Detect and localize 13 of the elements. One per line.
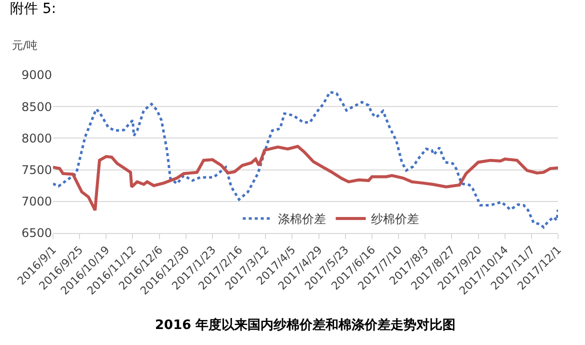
legend-label: 纱棉价差 [370, 212, 419, 226]
y-tick-label: 8500 [21, 100, 52, 114]
legend-label: 涤棉价差 [278, 212, 326, 226]
line-series [53, 90, 558, 229]
y-axis-title: 元/吨 [12, 39, 38, 52]
y-tick-label: 6500 [21, 226, 52, 240]
y-tick-label: 7000 [21, 194, 52, 209]
y-tick-label: 9000 [21, 68, 52, 82]
y-tick-label: 7500 [21, 163, 52, 177]
text: 2016 年度以来国内纱棉价差和棉涤价差走势对比图 [155, 317, 456, 333]
y-tick-label: 8000 [21, 131, 52, 146]
line-series [53, 144, 558, 212]
text: 附件 5: [10, 1, 56, 17]
